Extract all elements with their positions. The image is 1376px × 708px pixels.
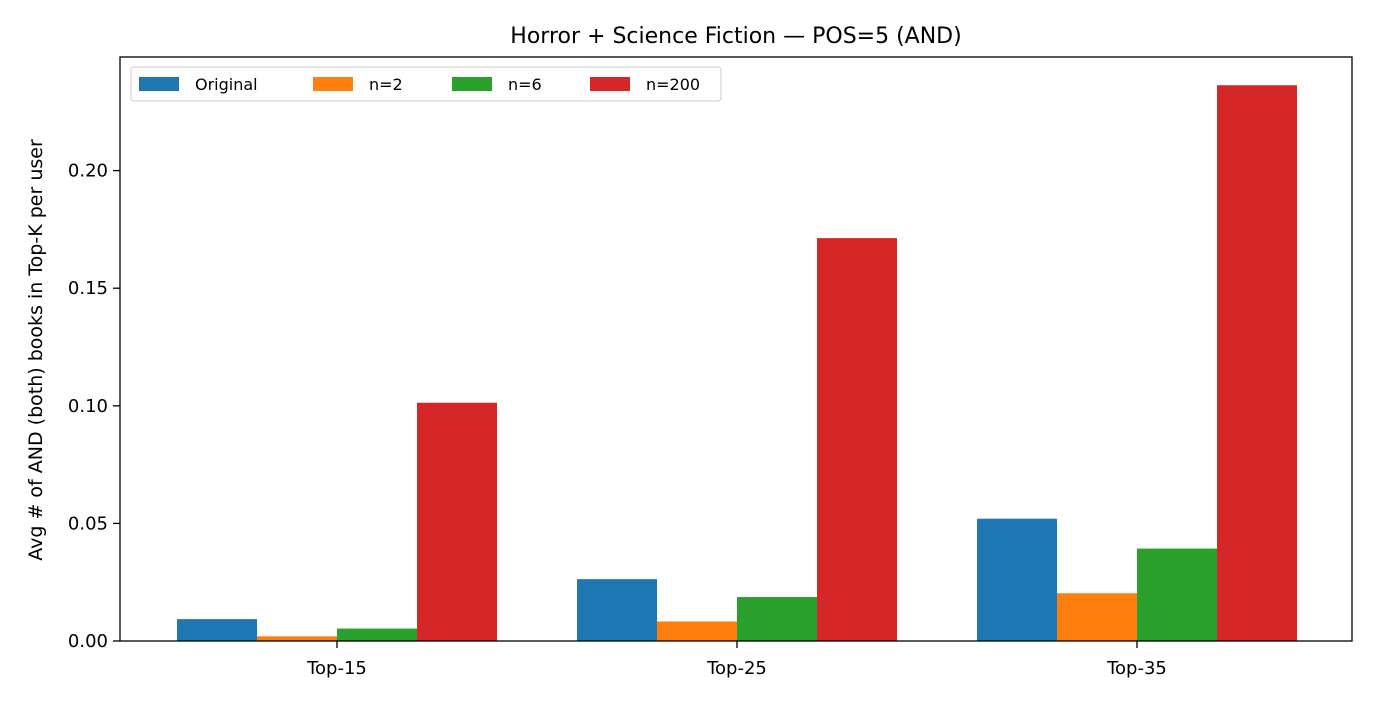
legend: Original n=2 n=6 n=200	[130, 66, 722, 102]
y-tick-label: 0.10	[68, 396, 108, 417]
chart-title: Horror + Science Fiction — POS=5 (AND)	[510, 24, 961, 49]
y-axis-ticks: 0.00 0.05 0.10 0.15 0.20	[68, 161, 120, 652]
legend-swatch	[139, 77, 179, 91]
legend-label: Original	[195, 75, 258, 94]
bar-original-top-35	[977, 518, 1057, 641]
bar-n-6-top-35	[1137, 548, 1217, 641]
bar-n-200-top-15	[417, 402, 497, 641]
legend-label: n=6	[508, 75, 542, 94]
y-tick-label: 0.05	[68, 513, 108, 534]
legend-label: n=2	[369, 75, 403, 94]
legend-swatch	[313, 77, 353, 91]
y-axis-label: Avg # of AND (both) books in Top-K per u…	[25, 139, 47, 561]
bar-n-2-top-15	[257, 636, 337, 641]
bar-n-6-top-15	[337, 628, 417, 641]
x-tick-label: Top-25	[706, 658, 767, 679]
y-tick-label: 0.00	[68, 631, 108, 652]
plot-frame	[119, 56, 1353, 642]
bars-layer	[177, 85, 1297, 641]
y-tick-label: 0.15	[68, 278, 108, 299]
legend-swatch	[452, 77, 492, 91]
y-tick-label: 0.20	[68, 161, 108, 182]
legend-box	[130, 66, 722, 102]
bar-original-top-15	[177, 619, 257, 641]
bar-n-200-top-35	[1217, 85, 1297, 641]
legend-label: n=200	[646, 75, 700, 94]
legend-swatch	[590, 77, 630, 91]
bar-n-2-top-25	[657, 621, 737, 641]
bar-n-2-top-35	[1057, 593, 1137, 641]
x-tick-label: Top-35	[1106, 658, 1167, 679]
x-axis-ticks: Top-15 Top-25 Top-35	[306, 641, 1167, 679]
x-tick-label: Top-15	[306, 658, 367, 679]
bar-n-6-top-25	[737, 597, 817, 641]
bar-original-top-25	[577, 579, 657, 641]
bar-n-200-top-25	[817, 238, 897, 641]
